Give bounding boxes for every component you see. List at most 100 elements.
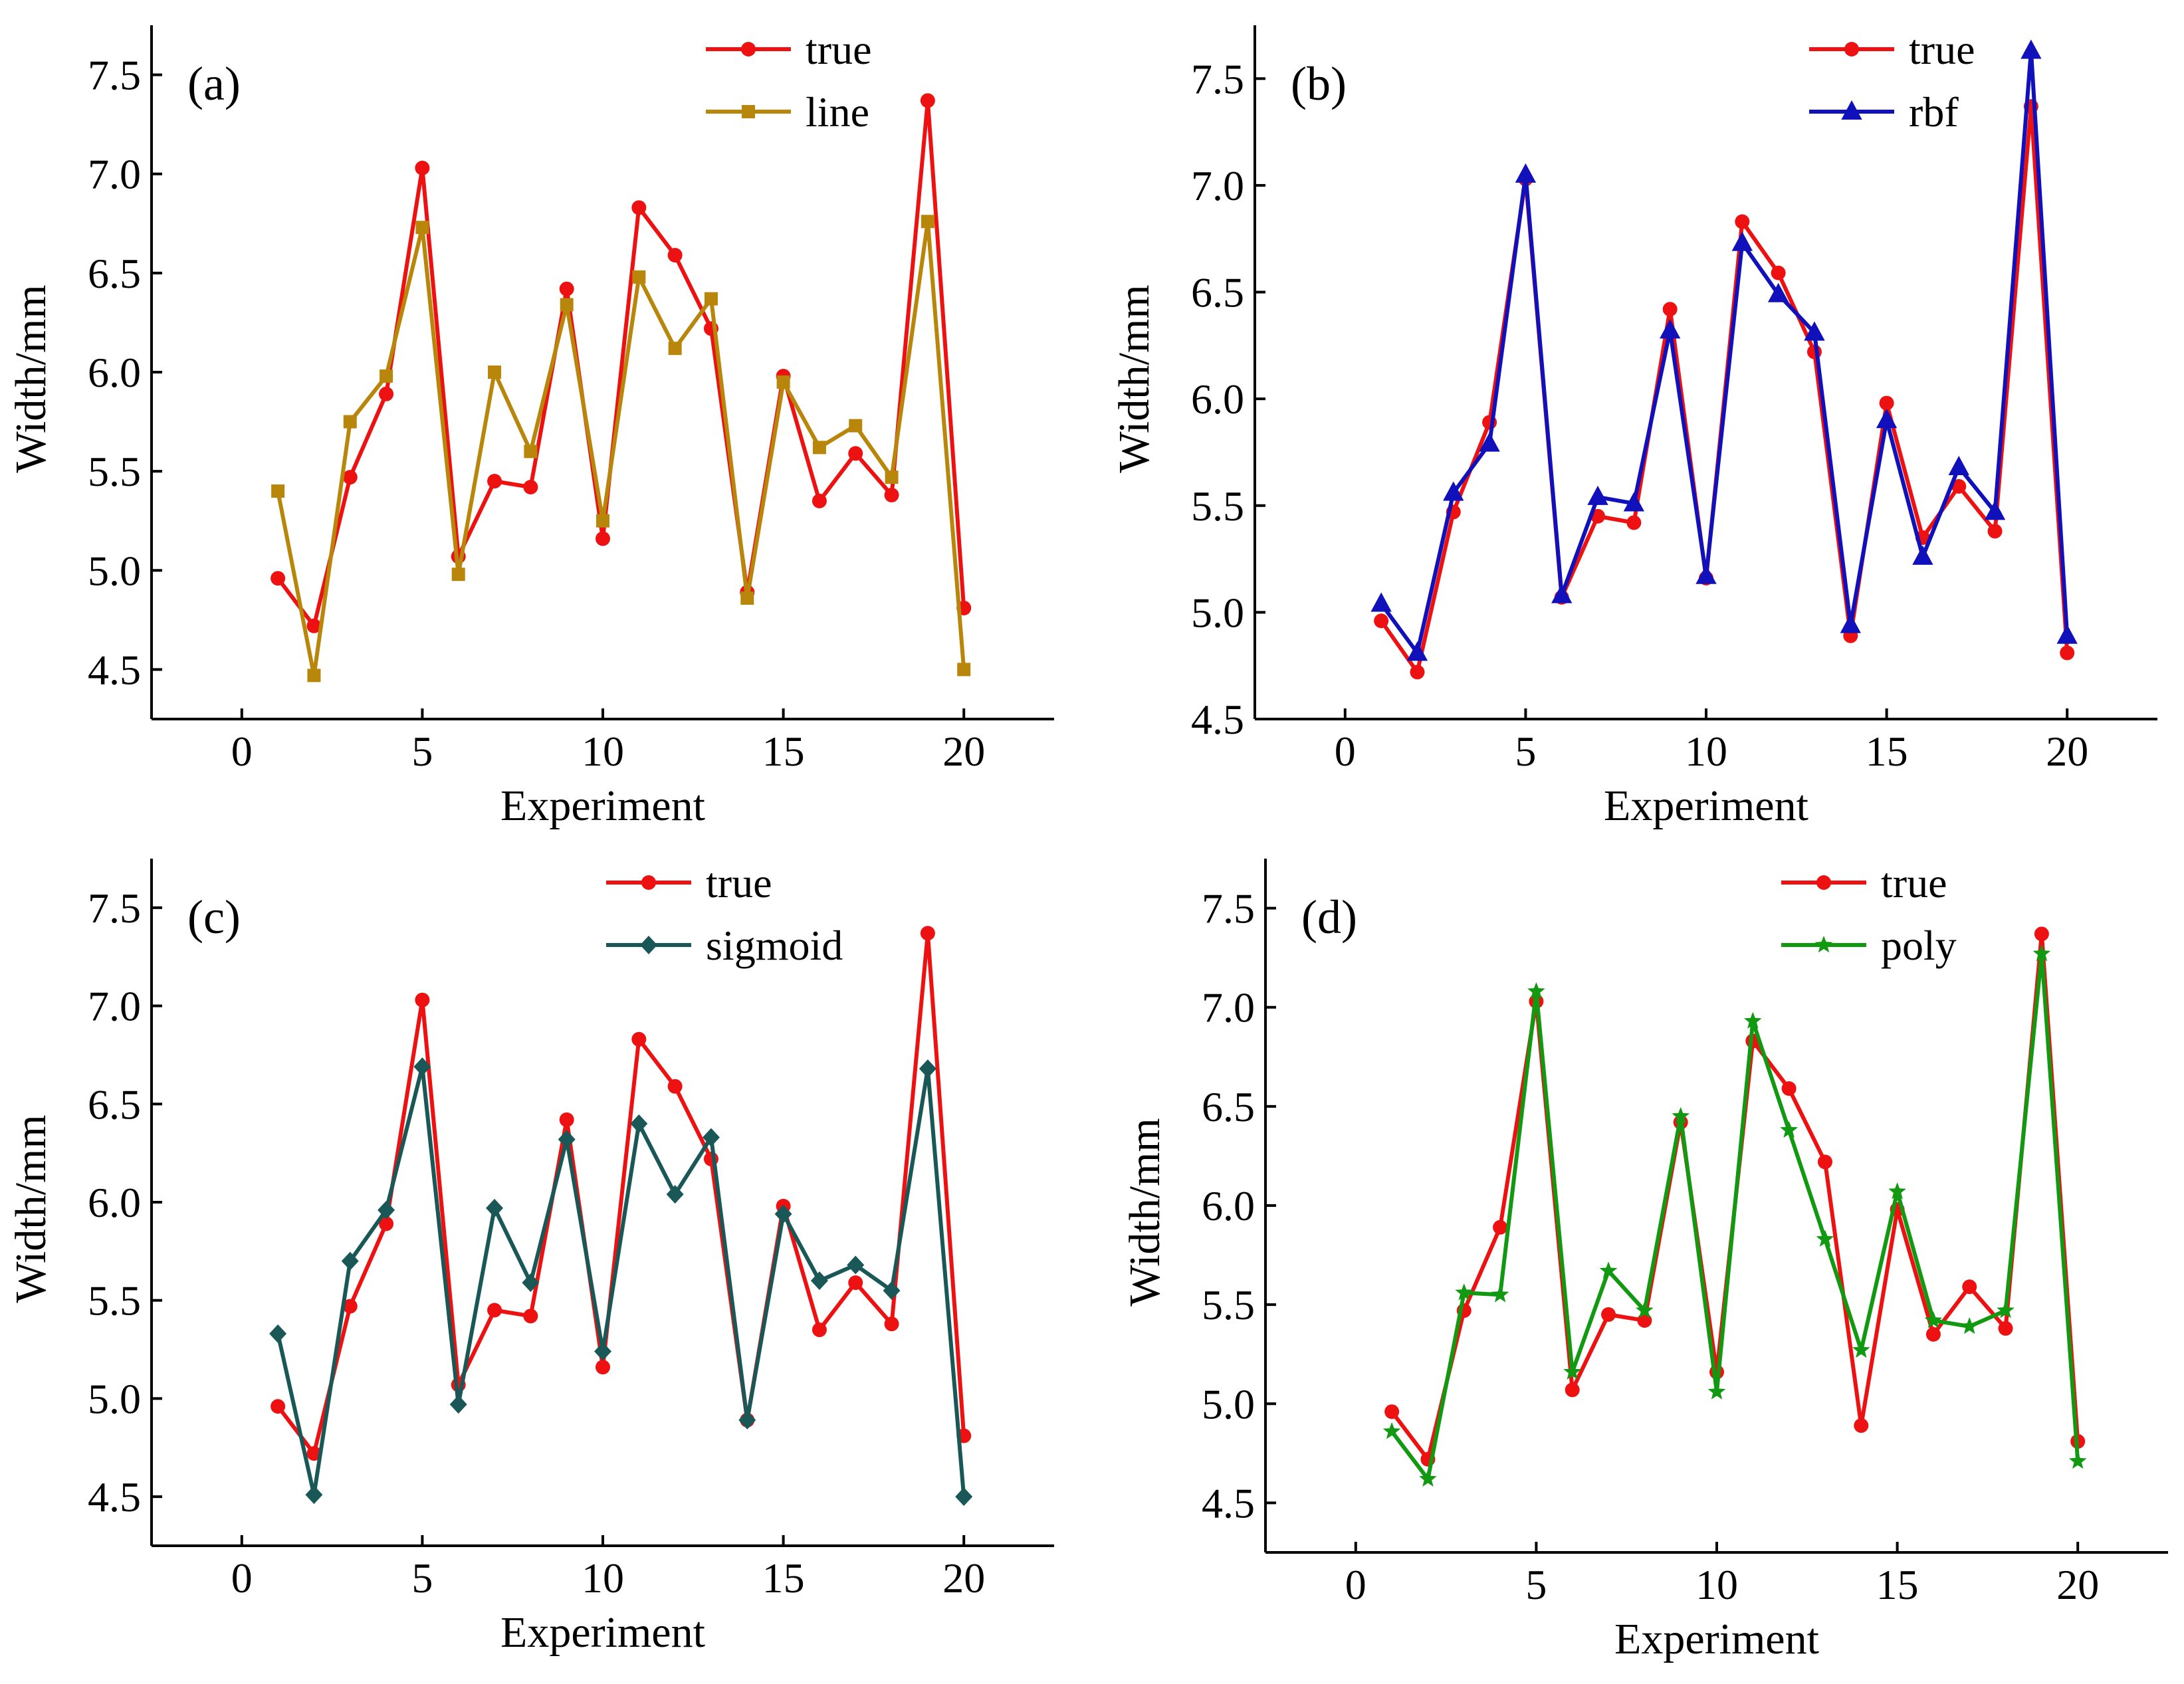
- x-tick-label: 15: [1876, 1561, 1919, 1608]
- data-point: [883, 1281, 901, 1300]
- data-point: [487, 474, 502, 489]
- data-point: [1735, 214, 1750, 229]
- data-point: [306, 1446, 322, 1461]
- legend-marker: [640, 936, 657, 954]
- data-point: [1707, 1382, 1726, 1400]
- legend-marker: [641, 875, 656, 890]
- data-point: [449, 1395, 467, 1414]
- x-tick-label: 10: [582, 1554, 624, 1602]
- data-point: [378, 1200, 395, 1219]
- legend-marker: [1844, 42, 1859, 56]
- series-sigmoid: [269, 1057, 973, 1507]
- y-tick-label: 4.5: [88, 646, 141, 693]
- data-point: [812, 441, 826, 455]
- y-tick-label: 4.5: [1191, 696, 1244, 743]
- data-point: [1997, 1301, 2015, 1318]
- legend: true line: [706, 26, 872, 136]
- panel-label: (b): [1291, 57, 1347, 110]
- data-point: [812, 493, 827, 508]
- data-point: [524, 445, 538, 459]
- x-tick-label: 0: [231, 728, 253, 775]
- legend-marker: [742, 105, 755, 118]
- y-tick-label: 7.5: [1191, 55, 1244, 102]
- series-line: [1390, 952, 2080, 1481]
- series-line: [1379, 104, 2070, 675]
- data-point: [632, 270, 646, 284]
- legend-label: true: [706, 859, 772, 906]
- series-true: [271, 926, 972, 1461]
- data-point: [1370, 592, 1392, 612]
- legend-marker: [741, 42, 756, 56]
- data-point: [1410, 665, 1425, 680]
- data-point: [1443, 481, 1464, 501]
- data-point: [271, 1399, 286, 1414]
- x-axis-title: Experiment: [1614, 1615, 1819, 1663]
- data-point: [1998, 1320, 2013, 1336]
- data-point: [269, 1324, 287, 1343]
- legend-label: line: [806, 88, 869, 136]
- data-point: [523, 1309, 538, 1324]
- data-point: [1419, 1469, 1437, 1487]
- chart-panel: 0 5 10 15 20 4.5 5.0 5.5 6.0 6.5 7.0 7.5 Experiment W…: [1110, 25, 2157, 830]
- y-tick-label: 7.0: [88, 151, 141, 198]
- data-point: [1912, 545, 1933, 565]
- data-point: [1563, 1362, 1581, 1380]
- data-point: [451, 568, 465, 581]
- y-tick-label: 6.0: [1191, 375, 1244, 423]
- data-point: [1527, 982, 1545, 1000]
- data-point: [1984, 500, 2006, 520]
- series-line: [276, 219, 966, 678]
- x-tick-label: 0: [1335, 728, 1356, 775]
- data-point: [305, 1485, 323, 1505]
- data-point: [594, 1342, 611, 1361]
- data-point: [1879, 395, 1894, 411]
- data-point: [1924, 1311, 1943, 1328]
- data-point: [1744, 1011, 1762, 1029]
- data-point: [1493, 1219, 1508, 1235]
- data-point: [1515, 163, 1537, 183]
- data-point: [559, 1112, 574, 1127]
- data-point: [920, 926, 935, 941]
- x-tick-label: 20: [2046, 728, 2088, 775]
- y-tick-label: 5.0: [1191, 589, 1244, 636]
- data-point: [380, 369, 393, 383]
- series-line: [276, 931, 966, 1456]
- data-point: [1816, 1229, 1834, 1247]
- x-tick-label: 15: [762, 728, 805, 775]
- y-tick-label: 6.0: [88, 349, 141, 396]
- data-point: [1662, 302, 1678, 317]
- data-point: [740, 591, 754, 605]
- data-point: [1601, 1307, 1616, 1322]
- legend-label: true: [1881, 859, 1947, 906]
- series-line: [1379, 49, 2070, 655]
- y-tick-label: 6.0: [1202, 1182, 1255, 1229]
- data-point: [486, 1198, 504, 1217]
- y-tick-label: 5.0: [1202, 1380, 1255, 1427]
- x-tick-label: 20: [942, 1554, 985, 1602]
- data-point: [379, 1216, 394, 1231]
- x-tick-label: 10: [582, 728, 624, 775]
- y-tick-label: 7.0: [1191, 162, 1244, 209]
- data-point: [919, 1059, 936, 1079]
- data-point: [884, 487, 899, 502]
- panel-label: (a): [187, 57, 241, 110]
- data-point: [1382, 1422, 1401, 1439]
- data-point: [1888, 1182, 1906, 1200]
- data-point: [774, 1204, 792, 1223]
- data-point: [415, 992, 430, 1007]
- data-point: [1960, 1317, 1979, 1334]
- data-point: [413, 1057, 431, 1077]
- y-axis-title: Width/mm: [7, 284, 55, 473]
- data-point: [2068, 1451, 2087, 1469]
- data-point: [848, 1275, 863, 1291]
- data-point: [1852, 1340, 1870, 1358]
- legend-marker: [1841, 100, 1862, 120]
- y-tick-label: 5.5: [88, 1277, 141, 1324]
- data-point: [522, 1273, 540, 1293]
- data-point: [2034, 926, 2049, 942]
- data-point: [1854, 1418, 1869, 1433]
- series-poly: [1382, 944, 2087, 1487]
- y-tick-label: 7.5: [1202, 885, 1255, 932]
- chart-panel: 0 5 10 15 20 4.5 5.0 5.5 6.0 6.5 7.0 7.5 Experiment W…: [7, 859, 1054, 1657]
- data-point: [955, 1487, 973, 1507]
